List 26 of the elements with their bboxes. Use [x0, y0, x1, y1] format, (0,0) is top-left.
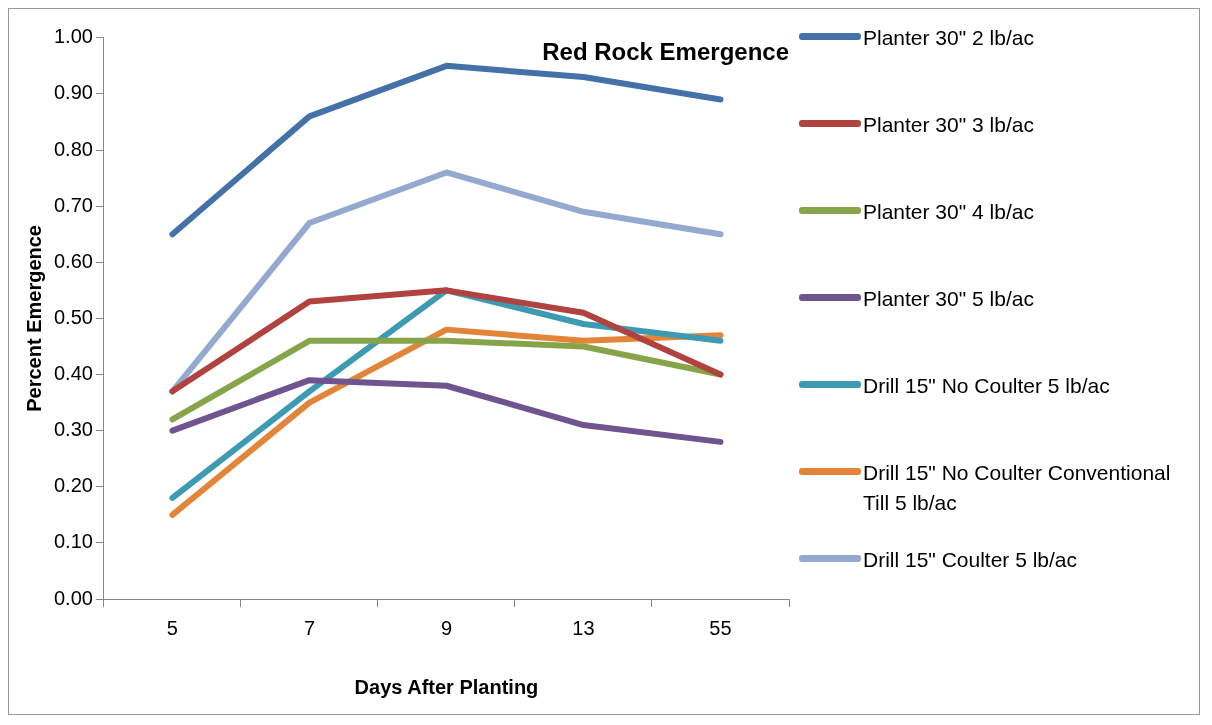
y-tick-label: 0.30 — [53, 418, 93, 441]
legend-label: Planter 30" 5 lb/ac — [863, 286, 1034, 312]
y-tick-label: 1.00 — [53, 25, 93, 48]
legend-label: Planter 30" 2 lb/ac — [863, 25, 1034, 51]
legend-label: Drill 15" Coulter 5 lb/ac — [863, 547, 1078, 573]
legend-label: Drill 15" No Coulter 5 lb/ac — [863, 373, 1110, 399]
y-tick-label: 0.60 — [53, 249, 93, 272]
legend-label: Drill 15" No Coulter Conventional Till 5 lb/ac — [863, 460, 1172, 516]
x-axis-title: Days After Planting — [354, 675, 539, 698]
y-tick-label: 0.10 — [53, 530, 93, 553]
x-tick-label: 55 — [709, 616, 732, 639]
legend-label: Planter 30" 3 lb/ac — [863, 112, 1034, 138]
y-tick-label: 0.70 — [53, 193, 93, 216]
x-tick-label: 5 — [166, 616, 178, 639]
y-axis-title: Percent Emergence — [22, 225, 45, 412]
x-tick-label: 9 — [440, 616, 453, 639]
y-tick-label: 0.00 — [53, 586, 93, 609]
x-tick-label: 7 — [303, 616, 316, 639]
legend-label: Planter 30" 4 lb/ac — [863, 199, 1034, 225]
y-tick-label: 0.50 — [53, 305, 93, 328]
y-tick-label: 0.40 — [53, 362, 93, 385]
chart-title: Red Rock Emergence — [542, 38, 789, 66]
x-tick-label: 13 — [572, 616, 595, 639]
y-tick-label: 0.20 — [53, 474, 93, 497]
y-tick-label: 0.80 — [53, 137, 93, 160]
y-tick-label: 0.90 — [53, 81, 93, 104]
